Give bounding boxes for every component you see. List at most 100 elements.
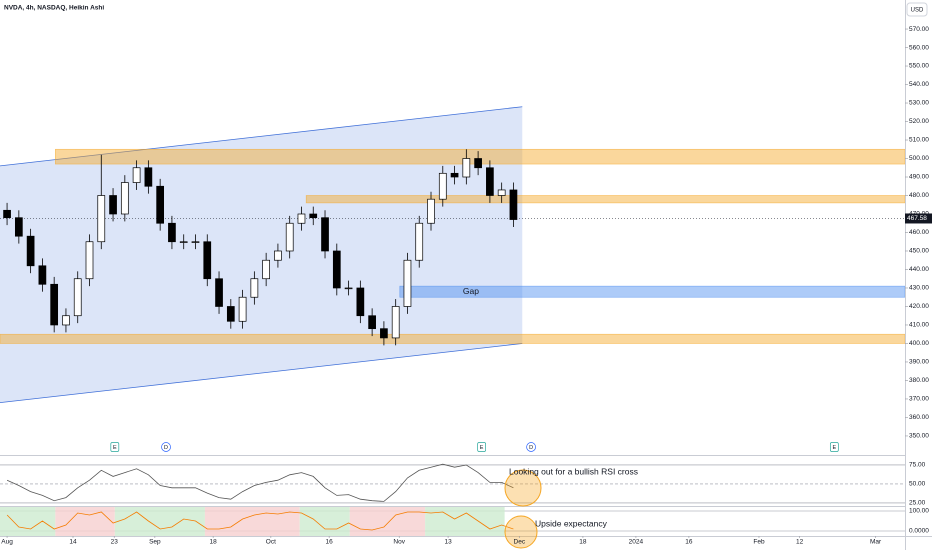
- channel-line: [0, 106, 523, 167]
- y-tick-label: 540.00: [909, 81, 929, 88]
- candle-body: [168, 222, 176, 243]
- y-tick-label: 510.00: [909, 137, 929, 144]
- event-label: D: [164, 445, 168, 451]
- candle-body: [3, 209, 11, 219]
- y-tick-label: 440.00: [909, 266, 929, 273]
- candle-body: [14, 217, 23, 237]
- event-icon: [526, 442, 536, 452]
- x-tick-label: 2024: [629, 539, 644, 546]
- y-tick-label: 75.00: [909, 462, 926, 469]
- currency-button[interactable]: [906, 2, 928, 17]
- event-icon: [161, 442, 171, 452]
- candle-body: [179, 241, 188, 243]
- event-label: E: [480, 445, 484, 451]
- y-tick-label: 400.00: [909, 340, 929, 347]
- y-tick-label: 350.00: [909, 433, 929, 440]
- band: [425, 507, 505, 536]
- candle-body: [486, 167, 494, 196]
- stoch-annotation: Upside expectancy: [535, 518, 608, 528]
- band: [349, 507, 426, 536]
- candle-body: [38, 265, 47, 285]
- y-tick-label: 370.00: [909, 396, 929, 403]
- y-tick-label: 560.00: [909, 44, 929, 51]
- x-tick-label: Dec: [514, 539, 526, 546]
- last-price-box: [905, 213, 932, 224]
- channel-fill: [0, 106, 523, 403]
- x-tick-label: 18: [579, 539, 587, 546]
- candle-body: [109, 195, 117, 215]
- candle-body: [427, 198, 435, 224]
- band: [55, 507, 115, 536]
- event-icon: [829, 442, 839, 452]
- x-tick-label: 23: [111, 539, 119, 546]
- candle-body: [450, 172, 459, 178]
- x-tick-label: Sep: [149, 539, 161, 546]
- y-tick-label: 570.00: [909, 26, 929, 33]
- y-tick-label: 0.0000: [909, 528, 929, 535]
- x-tick-label: 16: [326, 539, 334, 546]
- x-tick-label: Oct: [266, 539, 276, 546]
- y-tick-label: 420.00: [909, 303, 929, 310]
- candle-body: [285, 222, 294, 252]
- indicator-line: [6, 463, 514, 502]
- currency-label[interactable]: USD: [911, 8, 924, 14]
- candle-body: [309, 213, 318, 219]
- candle-body: [132, 167, 141, 183]
- y-tick-label: 25.00: [909, 500, 926, 507]
- zone: [305, 195, 906, 204]
- x-tick-label: Aug: [1, 539, 13, 546]
- indicator-line: [6, 511, 514, 531]
- marks: [3, 149, 518, 531]
- candle-body: [215, 278, 223, 307]
- zone-label: Gap: [463, 286, 479, 296]
- channel-line: [0, 343, 523, 404]
- x-tick-label: 14: [69, 539, 77, 546]
- x-tick-label: 13: [444, 539, 452, 546]
- candle-body: [368, 315, 376, 330]
- y-tick-label: 500.00: [909, 155, 929, 162]
- zone: [0, 333, 906, 344]
- y-tick-label: 430.00: [909, 285, 929, 292]
- candle-body: [73, 278, 82, 317]
- x-tick-label: Feb: [753, 539, 765, 546]
- candle-body: [332, 250, 341, 289]
- candle-body: [391, 306, 400, 339]
- candle-body: [438, 172, 447, 200]
- y-tick-label: 530.00: [909, 100, 929, 107]
- candle-body: [250, 278, 259, 298]
- candle-body: [274, 250, 282, 261]
- candle-body: [238, 296, 247, 322]
- event-label: E: [833, 445, 837, 451]
- candle-body: [344, 287, 353, 290]
- y-tick-label: 490.00: [909, 174, 929, 181]
- candle-body: [403, 259, 412, 307]
- candle-body: [120, 182, 129, 215]
- band: [204, 507, 300, 536]
- candle-body: [262, 259, 270, 280]
- candle-body: [321, 217, 329, 252]
- event-icon: [110, 442, 120, 452]
- candle-body: [380, 328, 388, 339]
- y-tick-label: 480.00: [909, 192, 929, 199]
- x-tick-label: 12: [796, 539, 804, 546]
- candle-body: [50, 283, 59, 326]
- candle-body: [97, 195, 106, 243]
- y-tick-label: 410.00: [909, 322, 929, 329]
- y-tick-label: 360.00: [909, 414, 929, 421]
- y-tick-label: 50.00: [909, 481, 926, 488]
- candle-body: [356, 287, 365, 317]
- x-tick-label: Nov: [393, 539, 405, 546]
- band: [0, 507, 56, 536]
- candle-body: [509, 189, 518, 220]
- last-price-label: 467.58: [907, 215, 927, 222]
- event-icon: [477, 442, 486, 452]
- event-label: E: [113, 445, 117, 451]
- candle-body: [462, 158, 471, 178]
- y-tick-label: 390.00: [909, 359, 929, 366]
- candle-body: [226, 306, 235, 322]
- y-tick-label: 380.00: [909, 377, 929, 384]
- candle-body: [85, 241, 94, 280]
- candle-body: [497, 189, 506, 196]
- candle-body: [144, 167, 153, 187]
